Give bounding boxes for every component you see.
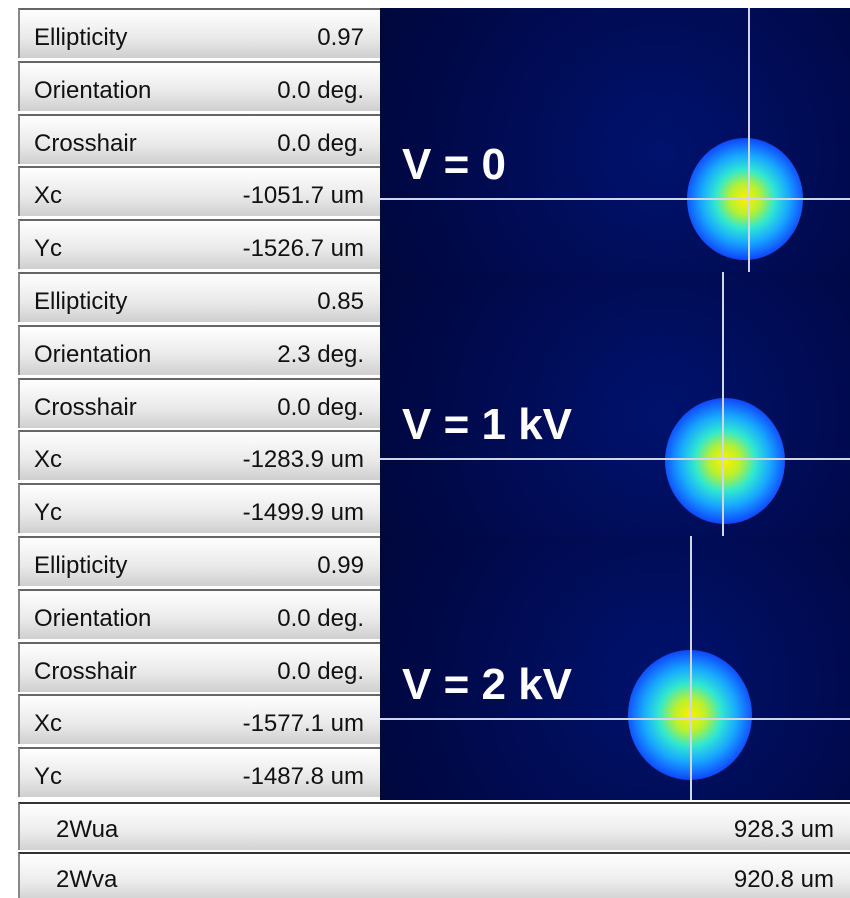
measurement-label: Ellipticity [34, 552, 127, 580]
measurement-row: Ellipticity 0.97 [18, 8, 380, 58]
measurement-label: Crosshair [34, 658, 137, 686]
crosshair-horizontal [380, 458, 850, 460]
measurement-label: Xc [34, 710, 62, 738]
measurement-label: Yc [34, 499, 62, 527]
measurement-row: Xc -1051.7 um [18, 166, 380, 216]
measurement-row: Orientation 0.0 deg. [18, 61, 380, 111]
measurement-label: Xc [34, 446, 62, 474]
measurement-row: Ellipticity 0.99 [18, 536, 380, 586]
measurement-row: Crosshair 0.0 deg. [18, 114, 380, 164]
footer-label: 2Wua [56, 816, 118, 844]
measurement-value: 0.85 [317, 288, 364, 316]
beam-image: V = 0 [380, 8, 850, 272]
crosshair-vertical [722, 272, 724, 536]
beam-spot [665, 398, 785, 524]
measurement-label: Yc [34, 763, 62, 791]
crosshair-vertical [748, 8, 750, 272]
measurement-row: Yc -1499.9 um [18, 483, 380, 533]
beam-image: V = 1 kV [380, 272, 850, 536]
footer-value: 928.3 um [734, 816, 834, 844]
measurement-row: Orientation 0.0 deg. [18, 589, 380, 639]
beam-image: V = 2 kV [380, 536, 850, 800]
measurement-value: 2.3 deg. [277, 341, 364, 369]
measurement-value: -1577.1 um [243, 710, 364, 738]
voltage-label: V = 1 kV [402, 400, 572, 450]
measurement-value: -1499.9 um [243, 499, 364, 527]
footer-value: 920.8 um [734, 866, 834, 894]
measurement-value: 0.0 deg. [277, 658, 364, 686]
crosshair-horizontal [380, 198, 850, 200]
measurement-label: Crosshair [34, 130, 137, 158]
measurement-label: Ellipticity [34, 288, 127, 316]
measurement-row: Crosshair 0.0 deg. [18, 642, 380, 692]
measurement-row: Yc -1487.8 um [18, 747, 380, 797]
measurement-label: Orientation [34, 341, 151, 369]
measurement-value: 0.0 deg. [277, 394, 364, 422]
measurement-value: 0.0 deg. [277, 77, 364, 105]
measurement-label: Crosshair [34, 394, 137, 422]
measurement-label: Xc [34, 182, 62, 210]
voltage-label: V = 2 kV [402, 660, 572, 710]
measurement-value: 0.0 deg. [277, 605, 364, 633]
measurement-value: -1487.8 um [243, 763, 364, 791]
measurement-row: Xc -1577.1 um [18, 694, 380, 744]
footer-label: 2Wva [56, 866, 117, 894]
measurement-value: -1526.7 um [243, 235, 364, 263]
measurement-value: -1283.9 um [243, 446, 364, 474]
measurement-row: Orientation 2.3 deg. [18, 325, 380, 375]
measurement-label: Orientation [34, 605, 151, 633]
footer-row: 2Wva 920.8 um [18, 852, 850, 898]
footer-row: 2Wua 928.3 um [18, 802, 850, 850]
measurement-value: 0.97 [317, 24, 364, 52]
crosshair-vertical [690, 536, 692, 800]
crosshair-horizontal [380, 718, 850, 720]
measurement-label: Ellipticity [34, 24, 127, 52]
screen: Ellipticity0.97Orientation0.0 deg.Crossh… [0, 0, 850, 898]
measurement-row: Ellipticity 0.85 [18, 272, 380, 322]
voltage-label: V = 0 [402, 140, 506, 190]
measurement-label: Orientation [34, 77, 151, 105]
measurement-value: -1051.7 um [243, 182, 364, 210]
measurement-row: Yc -1526.7 um [18, 219, 380, 269]
measurement-value: 0.0 deg. [277, 130, 364, 158]
measurement-row: Xc -1283.9 um [18, 430, 380, 480]
measurement-row: Crosshair 0.0 deg. [18, 378, 380, 428]
measurement-label: Yc [34, 235, 62, 263]
measurement-value: 0.99 [317, 552, 364, 580]
